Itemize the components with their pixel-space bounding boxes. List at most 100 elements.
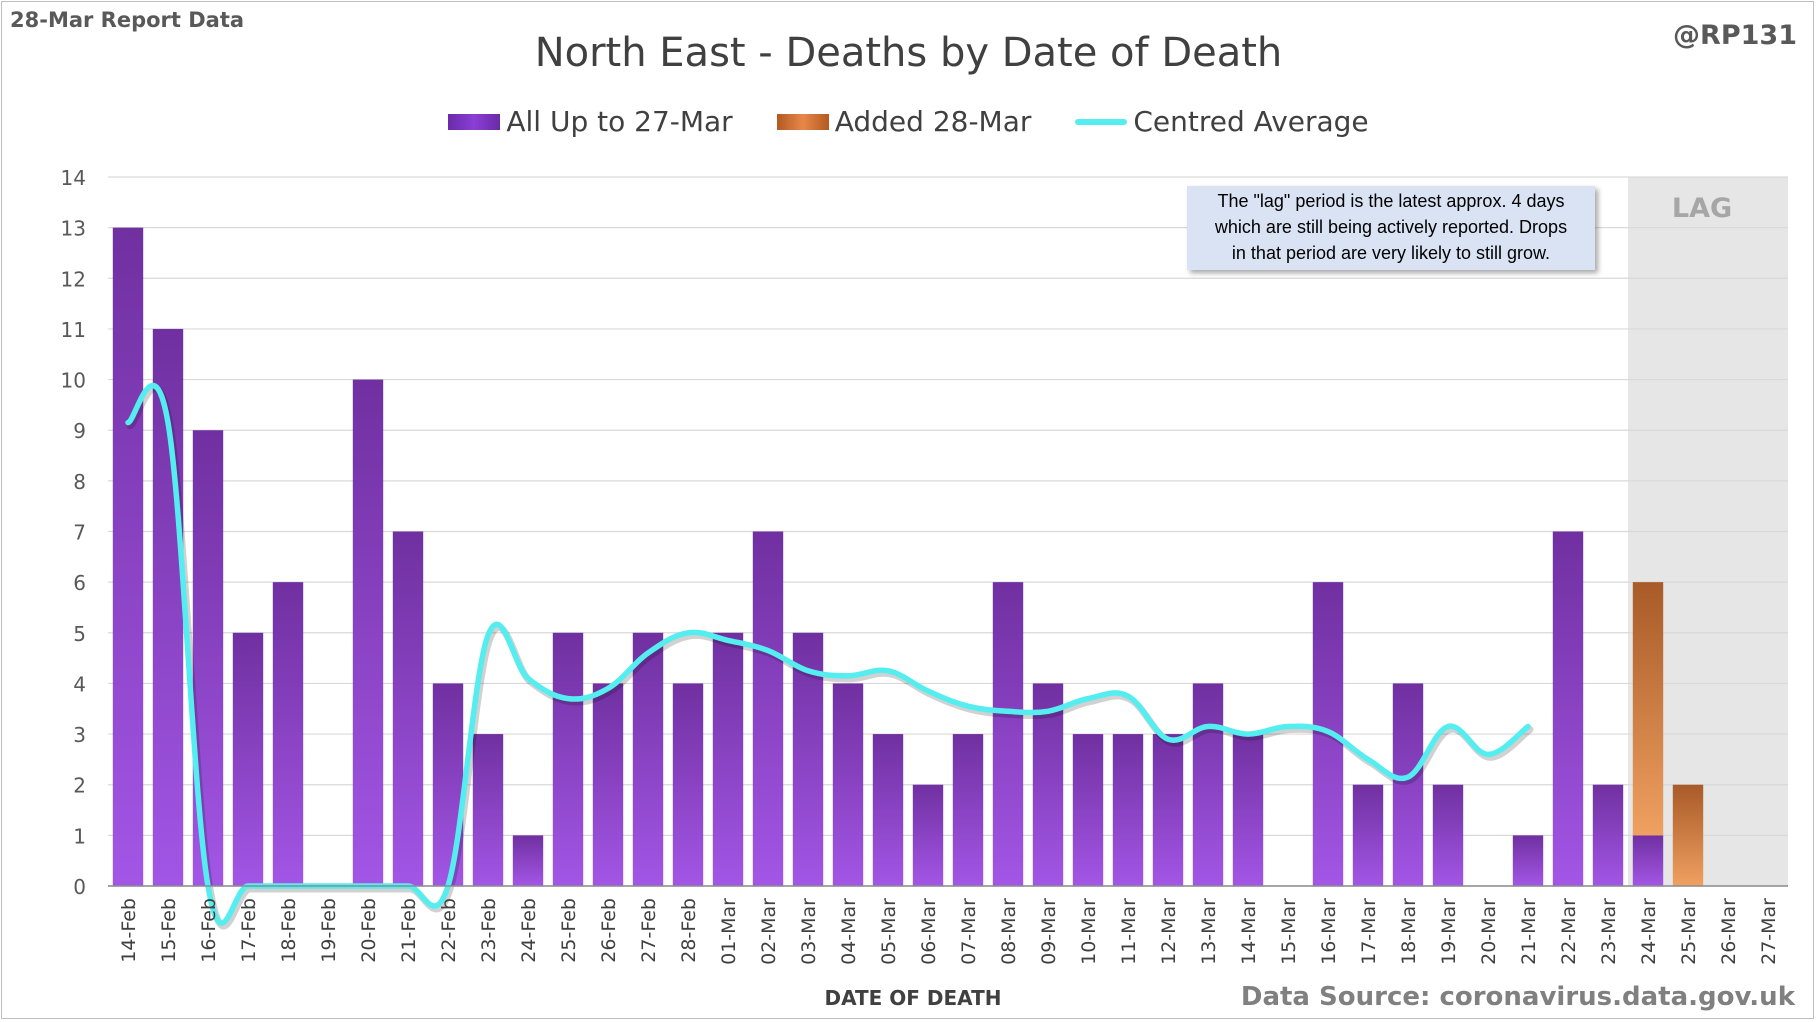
x-tick-label: 18-Mar [1398,898,1420,965]
legend-swatch-orange [776,113,829,130]
y-tick-label: 9 [73,419,86,443]
x-tick-label: 06-Mar [918,898,940,965]
bar-all-up-to [1192,683,1224,886]
x-tick-label: 13-Mar [1198,898,1220,965]
bar-all-up-to [392,531,424,886]
chart-title: North East - Deaths by Date of Death [534,30,1283,76]
legend-label-added: Added 28-Mar [834,105,1032,138]
bar-all-up-to [592,683,624,886]
y-tick-label: 5 [73,622,86,646]
x-tick-label: 17-Feb [238,898,260,963]
x-tick-label: 27-Feb [638,898,660,963]
bar-all-up-to [992,582,1024,886]
y-tick-label: 14 [61,166,86,190]
x-tick-label: 11-Mar [1118,898,1140,965]
bar-all-up-to [632,632,664,886]
bar-all-up-to [752,531,784,886]
x-tick-label: 05-Mar [878,898,900,965]
bar-all-up-to [952,734,984,886]
bar-all-up-to [1232,734,1264,886]
x-tick-label: 08-Mar [998,898,1020,965]
x-tick-label: 20-Mar [1478,898,1500,965]
bar-all-up-to [1152,734,1184,886]
y-tick-label: 4 [73,672,86,696]
bar-all-up-to [1352,784,1384,886]
x-axis-title: DATE OF DEATH [825,986,1002,1010]
bar-all-up-to [1512,835,1544,886]
y-tick-label: 3 [73,723,86,747]
bar-all-up-to [1392,683,1424,886]
lag-note-line-1: The "lag" period is the latest approx. 4… [1217,191,1565,211]
bar-all-up-to [1112,734,1144,886]
x-tick-label: 21-Feb [398,898,420,963]
bar-all-up-to [1592,784,1624,886]
x-tick-label: 19-Feb [318,898,340,963]
x-tick-label: 24-Mar [1638,898,1660,965]
bar-all-up-to [552,632,584,886]
legend-swatch-line [1075,118,1128,125]
chart-legend: All Up to 27-Mar Added 28-Mar Centred Av… [0,105,1817,138]
y-tick-label: 10 [61,369,86,393]
x-tick-label: 15-Feb [158,898,180,963]
x-tick-label: 12-Mar [1158,898,1180,965]
legend-label-all-up-to: All Up to 27-Mar [506,105,733,138]
x-tick-label: 16-Mar [1318,898,1340,965]
bar-all-up-to [272,582,304,886]
legend-item-all-up-to: All Up to 27-Mar [448,105,733,138]
x-tick-label: 25-Feb [558,898,580,963]
bar-all-up-to [432,683,464,886]
x-tick-label: 26-Mar [1718,898,1740,965]
x-tick-label: 25-Mar [1678,898,1700,965]
x-tick-label: 23-Mar [1598,898,1620,965]
x-tick-label: 17-Mar [1358,898,1380,965]
data-source: Data Source: coronavirus.data.gov.uk [1240,982,1795,1012]
y-tick-label: 7 [73,521,86,545]
author-handle: @RP131 [1673,20,1797,51]
x-tick-label: 01-Mar [718,898,740,965]
x-tick-label: 19-Mar [1438,898,1460,965]
y-tick-label: 8 [73,470,86,494]
bar-all-up-to [712,632,744,886]
x-tick-label: 20-Feb [358,898,380,963]
lag-label: LAG [1672,193,1732,224]
legend-item-average: Centred Average [1075,105,1369,138]
x-tick-label: 07-Mar [958,898,980,965]
bar-all-up-to [112,227,144,887]
x-tick-label: 04-Mar [838,898,860,965]
report-label: 28-Mar Report Data [10,8,245,32]
lag-note-line-2: which are still being actively reported.… [1214,217,1568,237]
x-tick-label: 09-Mar [1038,898,1060,965]
legend-item-added: Added 28-Mar [776,105,1032,138]
y-tick-label: 11 [61,318,86,342]
x-tick-label: 22-Feb [438,898,460,963]
y-tick-label: 13 [61,217,86,241]
bar-all-up-to [1432,784,1464,886]
y-tick-label: 2 [73,774,86,798]
bar-all-up-to [232,632,264,886]
bar-all-up-to [1632,835,1664,886]
bar-all-up-to [912,784,944,886]
bar-all-up-to [832,683,864,886]
x-tick-label: 03-Mar [798,898,820,965]
bar-all-up-to [512,835,544,886]
bar-all-up-to [472,734,504,886]
bar-all-up-to [872,734,904,886]
x-tick-label: 21-Mar [1518,898,1540,965]
x-tick-label: 23-Feb [478,898,500,963]
x-tick-label: 26-Feb [598,898,620,963]
bar-added [1672,784,1704,886]
y-tick-label: 6 [73,571,86,595]
bar-all-up-to [1032,683,1064,886]
bar-all-up-to [672,683,704,886]
x-tick-label: 02-Mar [758,898,780,965]
x-tick-label: 27-Mar [1758,898,1780,965]
lag-note-callout: The "lag" period is the latest approx. 4… [1187,186,1595,270]
bar-all-up-to [1552,531,1584,886]
legend-swatch-purple [448,113,501,130]
bar-all-up-to [352,379,384,886]
y-tick-label: 1 [73,824,86,848]
bar-added [1632,582,1664,836]
x-tick-label: 14-Mar [1238,898,1260,965]
